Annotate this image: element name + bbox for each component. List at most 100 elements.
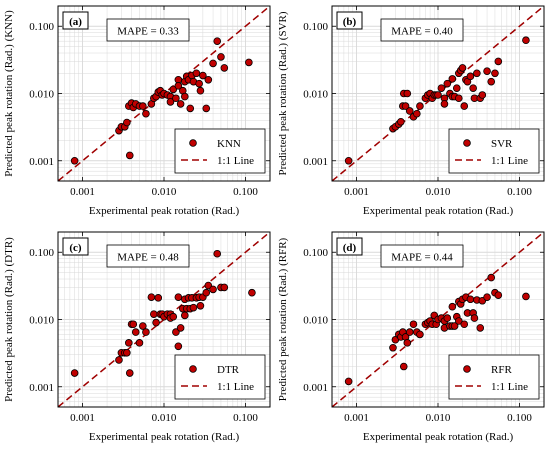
- panel-tag: (d): [343, 242, 357, 254]
- x-tick-label: 0.001: [344, 412, 369, 424]
- data-point: [129, 320, 138, 329]
- markers: [70, 37, 253, 165]
- data-point: [139, 102, 147, 110]
- legend-box: [448, 128, 540, 174]
- data-point: [413, 109, 421, 118]
- x-axis-label: Experimental peak rotation (Rad.): [89, 431, 240, 443]
- legend-box: [448, 354, 540, 400]
- legend-marker: [463, 139, 471, 147]
- data-point: [174, 82, 183, 90]
- x-tick-label: 0.001: [70, 412, 95, 424]
- data-point: [399, 362, 408, 371]
- data-point: [522, 36, 530, 45]
- panel-tag-box: [62, 11, 89, 30]
- data-point: [469, 84, 477, 92]
- data-point: [169, 85, 178, 94]
- data-point: [125, 151, 134, 160]
- data-point: [180, 311, 189, 320]
- data-point: [204, 75, 213, 84]
- data-point: [478, 91, 487, 99]
- x-axis-label: Experimental peak rotation (Rad.): [363, 205, 514, 217]
- data-point: [176, 100, 185, 108]
- markers: [70, 249, 256, 377]
- data-point: [487, 77, 496, 86]
- panel-tag: (c): [69, 242, 82, 254]
- data-point: [437, 84, 446, 92]
- panel-a: 0.001 0.001 0.010 0.010 0.100 0.100 Experiment…: [3, 5, 271, 217]
- data-point: [172, 94, 180, 103]
- data-point: [454, 94, 463, 103]
- data-point: [139, 322, 147, 330]
- mape-label: MAPE = 0.44: [391, 252, 453, 264]
- x-tick-label: 0.010: [426, 412, 451, 424]
- legend-label-line: 1:1 Line: [491, 381, 528, 393]
- legend-box: [174, 128, 266, 174]
- data-point: [176, 324, 185, 332]
- data-point: [403, 339, 412, 347]
- data-point: [152, 318, 160, 327]
- panel-tag-box: [62, 237, 89, 256]
- data-point: [125, 369, 134, 377]
- legend-marker: [189, 365, 197, 373]
- data-point: [403, 89, 412, 98]
- data-point: [483, 293, 491, 301]
- data-point: [70, 369, 79, 377]
- data-point: [196, 301, 205, 310]
- y-tick-label: 0.100: [303, 21, 328, 33]
- data-point: [213, 249, 222, 258]
- data-point: [123, 118, 131, 127]
- x-tick-label: 0.001: [344, 186, 369, 198]
- mape-box: [106, 244, 190, 268]
- data-point: [450, 322, 459, 330]
- data-point: [248, 288, 256, 297]
- mape-box: [106, 18, 190, 42]
- data-point: [70, 156, 79, 165]
- data-point: [180, 92, 189, 101]
- data-point: [491, 69, 499, 78]
- y-axis-label: Predicted peak rotation (Rad.) (RFR): [277, 237, 289, 401]
- panel-tag-box: [336, 237, 363, 256]
- data-point: [142, 109, 150, 118]
- data-point: [154, 294, 163, 302]
- y-tick-label: 0.001: [29, 156, 54, 168]
- data-point: [452, 84, 461, 92]
- data-point: [189, 303, 198, 312]
- data-point: [397, 117, 405, 126]
- x-axis-label: Experimental peak rotation (Rad.): [89, 205, 240, 217]
- data-point: [494, 57, 503, 66]
- legend-label-model: SVR: [491, 138, 513, 150]
- data-point: [125, 339, 133, 347]
- legend-label-model: DTR: [217, 364, 240, 376]
- data-point: [448, 75, 457, 83]
- data-point: [174, 342, 183, 351]
- data-point: [142, 328, 150, 336]
- legend-marker: [189, 139, 197, 147]
- data-point: [186, 104, 195, 113]
- data-point: [209, 285, 217, 294]
- data-point: [123, 348, 131, 357]
- data-point: [166, 98, 175, 106]
- data-point: [172, 328, 180, 336]
- legend-box: [174, 354, 266, 400]
- data-point: [409, 320, 418, 329]
- data-point: [416, 102, 424, 110]
- y-tick-label: 0.010: [29, 89, 54, 101]
- data-point: [460, 320, 469, 329]
- data-point: [192, 69, 201, 78]
- x-tick-label: 0.010: [152, 412, 177, 424]
- y-axis-label: Predicted peak rotation (Rad.) (SVR): [277, 11, 289, 175]
- data-point: [401, 102, 410, 110]
- data-point: [195, 79, 203, 88]
- y-tick-label: 0.010: [303, 89, 328, 101]
- y-tick-label: 0.001: [303, 156, 328, 168]
- y-tick-label: 0.010: [303, 315, 328, 327]
- data-point: [209, 59, 217, 68]
- data-point: [405, 328, 414, 336]
- x-tick-label: 0.100: [507, 412, 532, 424]
- x-tick-label: 0.100: [507, 186, 532, 198]
- data-point: [213, 37, 222, 45]
- data-point: [416, 330, 424, 339]
- data-point: [150, 310, 158, 318]
- data-point: [458, 64, 467, 72]
